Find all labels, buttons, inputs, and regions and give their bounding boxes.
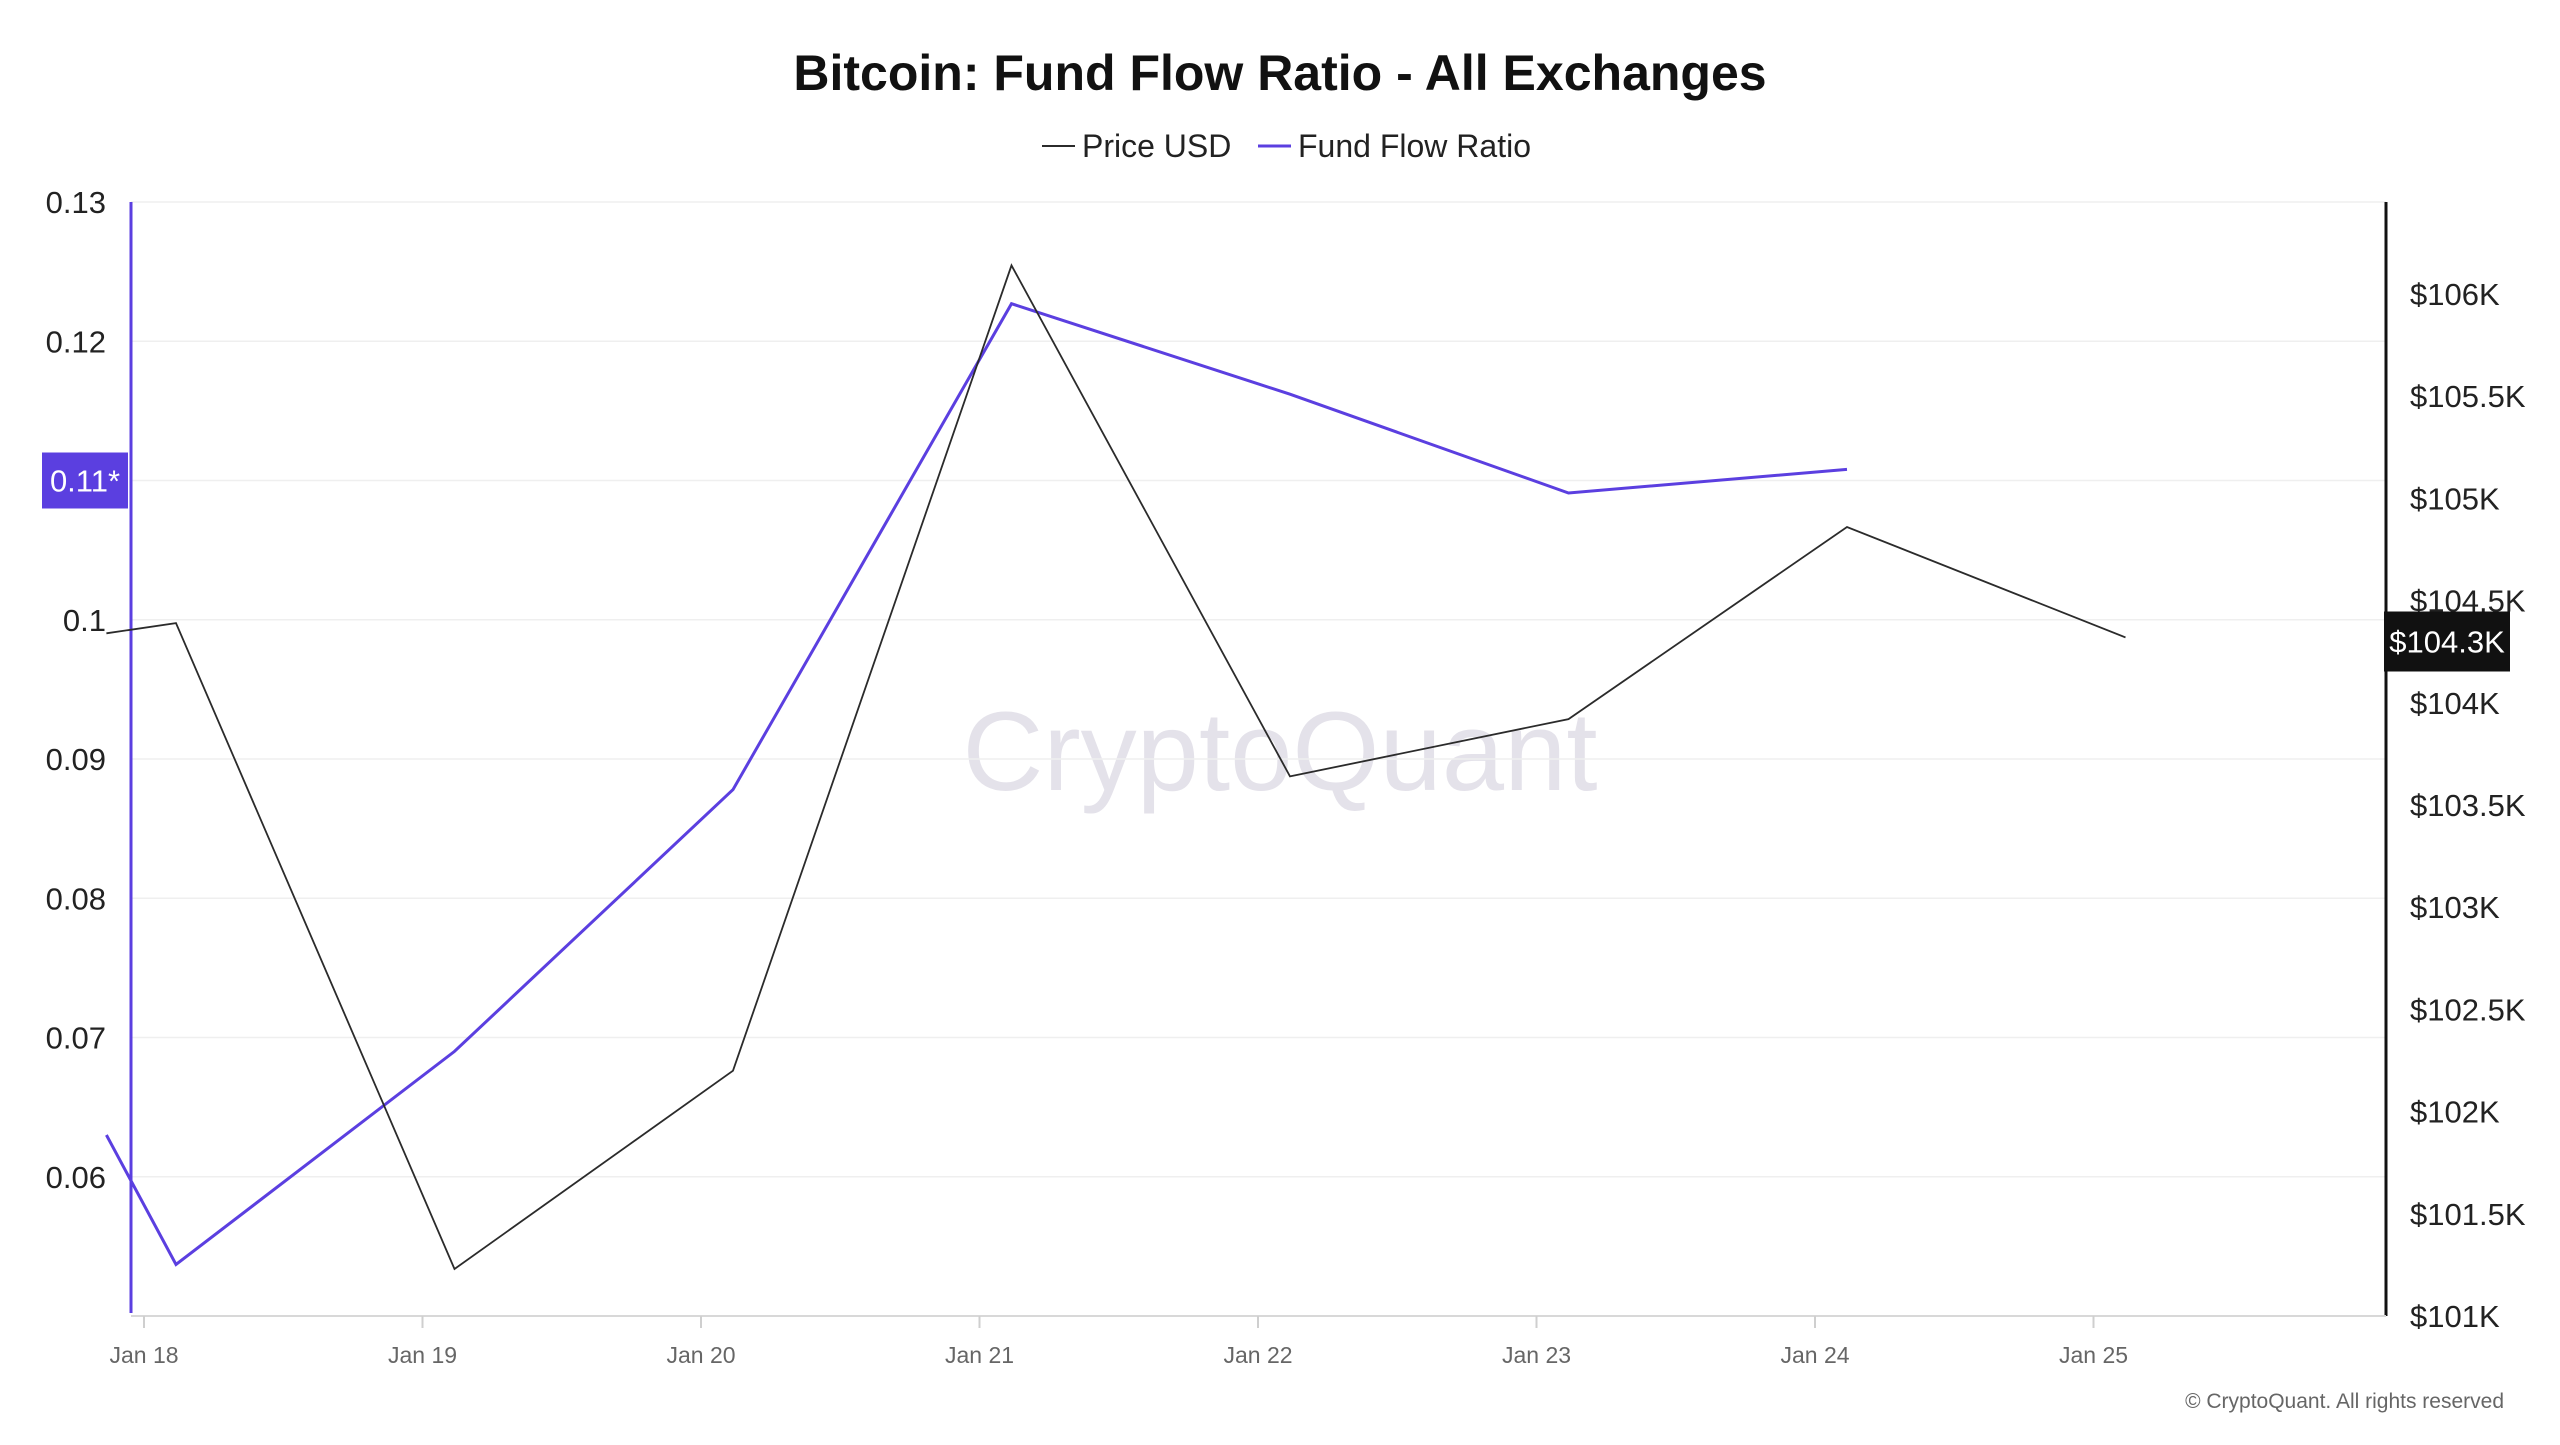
left-badge-label: 0.11* bbox=[50, 464, 120, 499]
right-badge-background bbox=[2384, 611, 2510, 672]
x-tick-label: Jan 25 bbox=[2059, 1342, 2128, 1368]
left-tick-label: 0.07 bbox=[46, 1021, 106, 1056]
right-axis-ticks: $106K$105.5K$105K$104.5K$104K$103.5K$103… bbox=[2410, 277, 2526, 1334]
watermark-logo: CryptoQuant bbox=[963, 689, 1598, 814]
right-tick-label: $106K bbox=[2410, 277, 2500, 312]
x-tick-label: Jan 24 bbox=[1780, 1342, 1849, 1368]
copyright-notice: © CryptoQuant. All rights reserved bbox=[2185, 1390, 2504, 1413]
x-tick-label: Jan 18 bbox=[109, 1342, 178, 1368]
x-tick-label: Jan 23 bbox=[1502, 1342, 1571, 1368]
right-tick-label: $103.5K bbox=[2410, 788, 2526, 823]
chart-title: Bitcoin: Fund Flow Ratio - All Exchanges bbox=[793, 45, 1766, 101]
right-tick-label: $102K bbox=[2410, 1095, 2500, 1130]
right-tick-label: $101.5K bbox=[2410, 1197, 2526, 1232]
x-tick-label: Jan 19 bbox=[388, 1342, 457, 1368]
left-tick-label: 0.13 bbox=[46, 185, 106, 220]
right-tick-label: $103K bbox=[2410, 890, 2500, 925]
fund-flow-ratio-line bbox=[105, 301, 1848, 1267]
right-badge-label: $104.3K bbox=[2389, 625, 2505, 660]
right-tick-label: $105.5K bbox=[2410, 379, 2526, 414]
left-tick-label: 0.08 bbox=[46, 881, 106, 916]
legend: Price USD Fund Flow Ratio bbox=[1042, 128, 1531, 164]
legend-price-label: Price USD bbox=[1082, 128, 1231, 164]
left-axis-ticks: 0.13 0.12 0.1 0.09 0.08 0.07 0.06 bbox=[46, 185, 106, 1195]
left-tick-label: 0.09 bbox=[46, 742, 106, 777]
left-current-value-badge: 0.11* bbox=[42, 452, 128, 509]
left-badge-background bbox=[42, 452, 128, 509]
right-tick-label: $104K bbox=[2410, 686, 2500, 721]
x-tick-label: Jan 21 bbox=[945, 1342, 1014, 1368]
series-lines bbox=[105, 263, 2126, 1271]
x-tick-label: Jan 22 bbox=[1223, 1342, 1292, 1368]
price-usd-line bbox=[106, 263, 2126, 1271]
left-tick-label: 0.1 bbox=[63, 603, 106, 638]
right-tick-label: $102.5K bbox=[2410, 992, 2526, 1027]
left-tick-label: 0.12 bbox=[46, 324, 106, 359]
gridlines bbox=[131, 201, 2386, 1178]
right-tick-label: $101K bbox=[2410, 1299, 2500, 1334]
left-tick-label: 0.06 bbox=[46, 1160, 106, 1195]
right-current-value-badge: $104.3K bbox=[2384, 611, 2510, 672]
x-tick-label: Jan 20 bbox=[666, 1342, 735, 1368]
right-tick-label: $105K bbox=[2410, 481, 2500, 516]
legend-fund-flow-label: Fund Flow Ratio bbox=[1298, 128, 1531, 164]
x-axis-ticks: Jan 18 Jan 19 Jan 20 Jan 21 Jan 22 Jan 23 Jan … bbox=[109, 1316, 2128, 1368]
